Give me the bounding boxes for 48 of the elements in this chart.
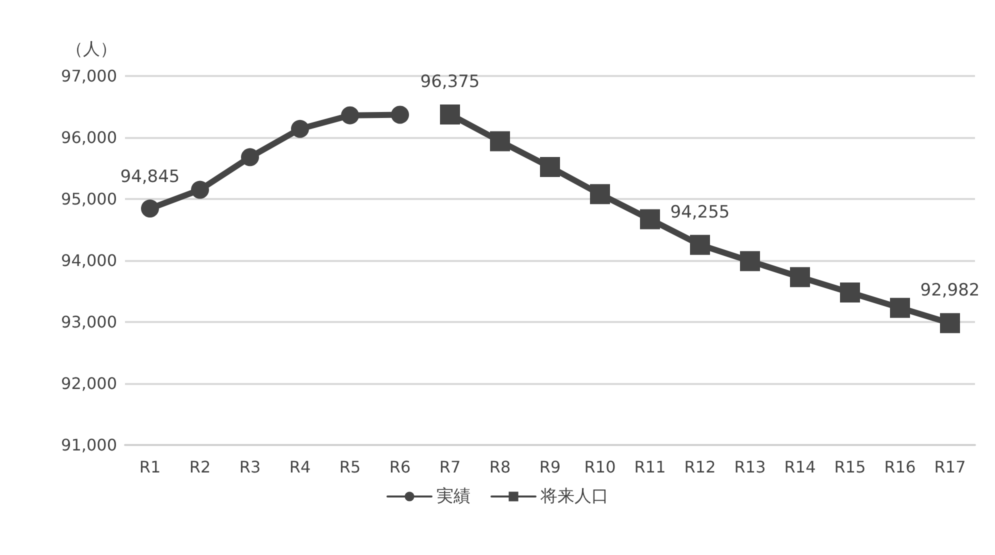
y-tick-label: 91,000 (61, 436, 117, 454)
x-tick-label: R15 (834, 458, 866, 476)
point (540, 157, 560, 178)
point (790, 267, 810, 288)
y-tick-label: 95,000 (61, 190, 117, 208)
point (640, 209, 660, 230)
point (890, 298, 910, 318)
point (440, 104, 460, 124)
x-tick-label: R7 (439, 458, 461, 476)
x-tick-label: R14 (784, 458, 816, 476)
point (740, 251, 760, 272)
legend-label: 実績 (436, 486, 470, 506)
y-tick-label: 92,000 (61, 374, 117, 393)
x-tick-label: R13 (734, 458, 766, 476)
y-tick-label: 97,000 (61, 66, 117, 86)
x-tick-label: R2 (189, 458, 211, 476)
point (191, 180, 209, 199)
y-tick-label: 94,000 (61, 251, 117, 270)
x-tick-label: R16 (884, 458, 916, 476)
point (940, 313, 960, 334)
x-tick-label: R9 (539, 458, 561, 476)
legend-label: 将来人口 (540, 486, 608, 506)
x-tick-label: R17 (934, 458, 966, 476)
x-tick-label: R3 (239, 458, 261, 476)
x-tick-label: R12 (684, 458, 716, 476)
point (341, 106, 359, 124)
y-tick-label: 93,000 (61, 312, 117, 332)
point (391, 106, 409, 124)
point (840, 282, 860, 302)
point (291, 120, 309, 138)
point (690, 234, 710, 255)
data-label: 92,982 (920, 280, 980, 301)
data-label: 94,845 (120, 167, 180, 188)
y-axis-title: （人） (66, 40, 117, 60)
x-tick-label: R8 (489, 458, 511, 476)
x-tick-label: R10 (584, 458, 616, 476)
data-label: 96,375 (420, 72, 480, 92)
data-label: 94,255 (670, 202, 730, 222)
point (241, 148, 259, 166)
point (490, 131, 510, 152)
y-tick-label: 96,000 (61, 128, 117, 147)
point (590, 184, 610, 204)
x-tick-label: R1 (139, 458, 161, 476)
x-tick-label: R4 (289, 458, 311, 476)
point (141, 200, 159, 218)
x-tick-label: R5 (339, 458, 361, 476)
x-tick-label: R11 (634, 458, 666, 476)
x-tick-label: R6 (389, 458, 411, 476)
